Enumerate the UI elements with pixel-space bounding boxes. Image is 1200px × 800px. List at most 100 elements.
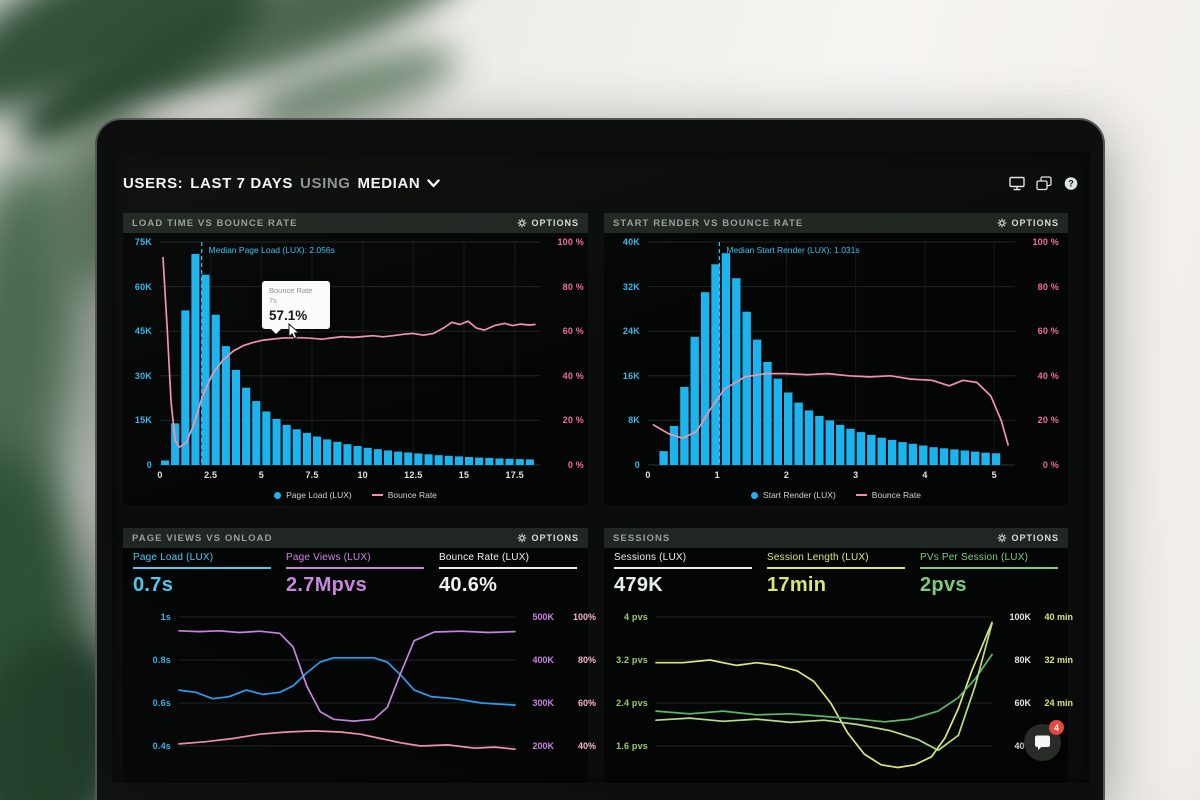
stat-value: 2pvs <box>920 573 967 596</box>
y-axis-left-label: 60K <box>134 281 152 292</box>
y-axis-right-label: 100 % <box>557 237 584 247</box>
stat-underline <box>133 567 271 569</box>
legend-line-marker <box>855 494 867 496</box>
stat-sessions: Sessions (LUX) 479K <box>614 552 767 597</box>
y-axis-right-pair: 500K 100% <box>532 612 596 622</box>
y-axis-right-pair: 400K 80% <box>532 655 596 665</box>
panel-header: START RENDER VS BOUNCE RATE OPTIONS <box>604 213 1068 233</box>
legend-label: Bounce Rate <box>387 490 437 500</box>
gear-icon <box>998 533 1007 543</box>
legend-item[interactable]: Bounce Rate <box>371 490 437 500</box>
stat-label: Bounce Rate (LUX) <box>439 552 530 563</box>
stat-value: 17min <box>767 573 827 596</box>
legend-item[interactable]: Page Load (LUX) <box>274 490 352 500</box>
chat-widget-button[interactable]: 4 <box>1024 720 1064 761</box>
chart-canvas <box>655 616 993 769</box>
options-label: OPTIONS <box>531 533 579 543</box>
stat-label: Page Views (LUX) <box>286 552 371 563</box>
stat-pvs-per-session: PVs Per Session (LUX) 2pvs <box>920 552 1073 597</box>
y-axis-left-label: 3.2 pvs <box>616 655 648 665</box>
median-annotation: Median Page Load (LUX): 2.056s <box>208 245 335 255</box>
legend-item[interactable]: Start Render (LUX) <box>751 490 836 500</box>
y-axis-left-label: 0.8s <box>152 655 171 665</box>
y-axis-left-label: 16K <box>622 370 640 381</box>
x-axis-label: 12.5 <box>404 470 423 480</box>
stats-row: Sessions (LUX) 479K Session Length (LUX)… <box>614 552 1073 597</box>
y-axis-left-label: 0.4s <box>152 741 171 751</box>
median-annotation: Median Start Render (LUX): 1.031s <box>726 245 860 255</box>
stat-value: 40.6% <box>439 573 498 596</box>
y-axis-left-label: 45K <box>134 326 152 337</box>
chevron-down-icon <box>427 178 441 187</box>
y-axis-right-label: 20 % <box>562 415 584 426</box>
panel-title: SESSIONS <box>613 532 671 544</box>
x-axis-label: 15 <box>458 470 470 480</box>
stat-bounce-rate: Bounce Rate (LUX) 40.6% <box>439 552 592 597</box>
x-axis-label: 0 <box>645 470 651 480</box>
chart-canvas <box>160 241 540 466</box>
options-button[interactable]: OPTIONS <box>517 533 579 543</box>
y-axis-left-label: 1s <box>160 612 171 622</box>
legend-item[interactable]: Bounce Rate <box>855 490 921 500</box>
overlap-windows-icon[interactable] <box>1036 175 1052 191</box>
y-axis-right-pair: 40K <box>1014 741 1031 751</box>
y-axis-right-pair: 100K 40 min <box>1009 612 1073 622</box>
chat-icon <box>1035 735 1050 750</box>
x-axis-label: 0 <box>157 470 163 480</box>
y-axis-left-label: 1.6 pvs <box>616 741 648 751</box>
y-axis-right-label: 100 % <box>1032 237 1059 247</box>
help-icon[interactable]: ? <box>1063 176 1079 191</box>
stat-label: Session Length (LUX) <box>767 552 869 563</box>
panel-sessions: SESSIONS OPTIONS Sessions (LUX) 479K Ses… <box>604 528 1073 783</box>
x-axis-label: 5 <box>991 470 997 480</box>
metric-selector[interactable]: USERS: LAST 7 DAYS USING MEDIAN <box>123 174 441 192</box>
options-button[interactable]: OPTIONS <box>997 218 1059 228</box>
panel-page-views-vs-onload: PAGE VIEWS VS ONLOAD OPTIONS Page Load (… <box>123 528 596 783</box>
y-axis-left-label: 0 <box>146 460 152 470</box>
stat-label: PVs Per Session (LUX) <box>920 552 1029 563</box>
tooltip-bucket: 7s <box>269 295 277 305</box>
y-axis-left-label: 32K <box>622 281 640 292</box>
stat-page-views: Page Views (LUX) 2.7Mpvs <box>286 552 439 597</box>
stat-underline <box>920 567 1058 569</box>
stat-underline <box>614 567 752 569</box>
panel-title: START RENDER VS BOUNCE RATE <box>613 217 804 229</box>
y-axis-right-label: 40 % <box>1037 370 1059 381</box>
legend-dot-marker <box>751 491 759 499</box>
panel-title: LOAD TIME VS BOUNCE RATE <box>132 217 298 229</box>
title-using: USING <box>300 174 351 192</box>
legend-label: Start Render (LUX) <box>763 490 836 500</box>
x-axis-label: 4 <box>922 470 928 480</box>
chart-canvas <box>648 241 1015 466</box>
y-axis-left-label: 0.6s <box>152 698 171 708</box>
stat-session-length: Session Length (LUX) 17min <box>767 552 920 597</box>
legend-line-marker <box>371 494 383 496</box>
options-label: OPTIONS <box>531 218 579 228</box>
tooltip-value: 57.1% <box>269 307 308 323</box>
x-axis-label: 2.5 <box>204 470 218 480</box>
panel-start-render-vs-bounce-rate: START RENDER VS BOUNCE RATE OPTIONS Medi… <box>604 213 1068 505</box>
y-axis-right-label: 0 % <box>567 460 584 470</box>
y-axis-right-label: 60 % <box>562 326 584 337</box>
options-button[interactable]: OPTIONS <box>517 218 579 228</box>
y-axis-left-label: 75K <box>134 237 152 247</box>
legend-label: Bounce Rate <box>871 490 921 500</box>
stat-underline <box>286 567 424 569</box>
mouse-cursor <box>288 323 301 340</box>
y-axis-right-label: 60 % <box>1037 326 1059 337</box>
header-icons: ? <box>1009 175 1079 191</box>
y-axis-right-label: 0 % <box>1042 460 1059 470</box>
stats-row: Page Load (LUX) 0.7s Page Views (LUX) 2.… <box>133 552 592 597</box>
gear-icon <box>518 533 527 543</box>
dashboard-screen: USERS: LAST 7 DAYS USING MEDIAN ? LOAD T… <box>112 152 1090 783</box>
y-axis-left-label: 15K <box>134 415 152 426</box>
title-metric: MEDIAN <box>357 174 421 192</box>
options-button[interactable]: OPTIONS <box>997 533 1059 543</box>
y-axis-right-pair: 60K 24 min <box>1014 698 1073 708</box>
display-icon[interactable] <box>1009 176 1025 191</box>
y-axis-left-label: 24K <box>622 326 640 337</box>
x-axis-label: 2 <box>783 470 790 480</box>
gear-icon <box>998 218 1007 228</box>
y-axis-right-pair: 80K 32 min <box>1014 655 1073 665</box>
options-label: OPTIONS <box>1011 218 1059 228</box>
